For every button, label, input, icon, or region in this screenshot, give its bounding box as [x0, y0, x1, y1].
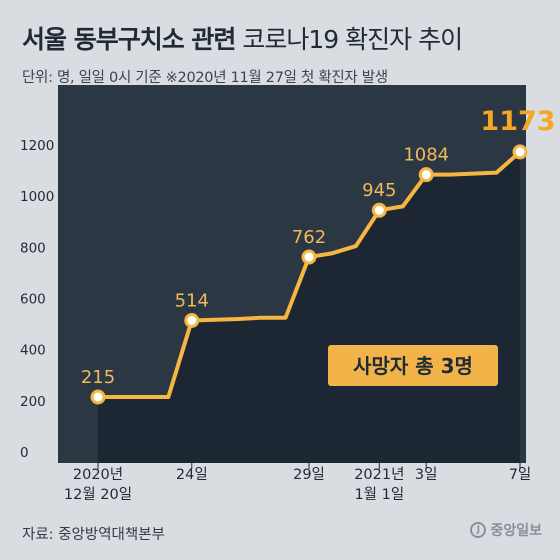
data-label: 215 — [81, 367, 115, 388]
chart-subtitle: 단위: 명, 일일 0시 기준 ※2020년 11월 27일 첫 확진자 발생 — [22, 70, 388, 86]
y-tick-label: 0 — [20, 445, 29, 461]
x-tick-label: 2020년 — [73, 466, 123, 483]
y-tick-label: 1200 — [20, 138, 54, 154]
data-label: 762 — [292, 227, 326, 248]
data-label: 945 — [362, 180, 396, 201]
annotation-box — [328, 345, 498, 386]
y-tick-label: 800 — [20, 240, 46, 256]
y-tick-label: 200 — [20, 394, 46, 410]
data-label: 1173 — [480, 106, 555, 137]
data-point — [512, 144, 528, 160]
x-tick-label: 29일 — [293, 466, 325, 483]
chart-area: 0 200 400 600 800 1000 1200 215 514 762 945 1084 117… — [20, 85, 556, 503]
data-point — [301, 249, 317, 265]
data-point — [90, 389, 106, 405]
data-label: 1084 — [403, 145, 449, 166]
data-label: 514 — [175, 291, 209, 312]
annotation-text: 사망자 총 3명 — [353, 354, 473, 378]
x-tick-label: 7일 — [509, 466, 532, 483]
y-tick-label: 600 — [20, 292, 46, 308]
chart-title: 서울 동부구치소 관련 코로나19 확진자 추이 — [22, 20, 550, 56]
logo-text: 중앙일보 — [490, 523, 542, 539]
title-regular: 코로나19 확진자 추이 — [242, 25, 463, 54]
data-point — [371, 202, 387, 218]
x-tick-label: 24일 — [176, 466, 208, 483]
data-point — [184, 313, 200, 329]
x-tick-label: 2021년 — [354, 466, 404, 483]
logo-mark-icon: J — [470, 522, 487, 538]
y-tick-label: 1000 — [20, 189, 54, 205]
data-point — [418, 167, 434, 183]
x-tick-label: 12월 20일 — [64, 486, 132, 503]
y-tick-label: 400 — [20, 343, 46, 359]
x-tick-label: 3일 — [415, 466, 438, 483]
title-bold: 서울 동부구치소 관련 — [22, 25, 236, 54]
publisher-logo: J 중앙일보 — [470, 520, 542, 540]
x-tick-label: 1월 1일 — [354, 486, 404, 503]
source-note: 자료: 중앙방역대책본부 — [22, 527, 165, 543]
